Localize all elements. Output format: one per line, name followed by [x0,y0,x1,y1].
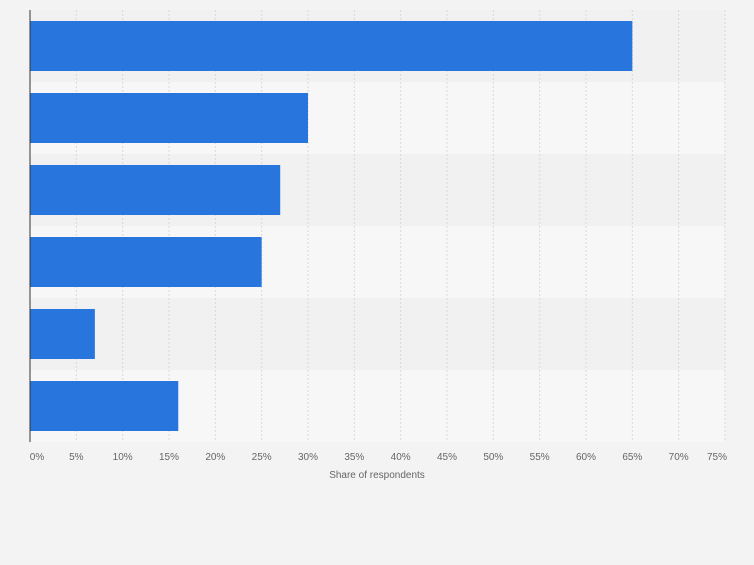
bar[interactable] [30,165,281,215]
x-tick-label: 0% [30,452,45,463]
bar[interactable] [30,237,262,287]
x-tick-label: 20% [205,452,225,463]
x-tick-label: 10% [113,452,133,463]
x-tick-label: 5% [69,452,84,463]
x-tick-label: 70% [669,452,689,463]
x-tick-label: 50% [483,452,503,463]
x-tick-label: 15% [159,452,179,463]
x-tick-label: 30% [298,452,318,463]
x-tick-label: 65% [622,452,642,463]
x-tick-label: 25% [252,452,272,463]
x-tick-label: 75% [707,452,727,463]
x-tick-label: 55% [530,452,550,463]
x-axis-title: Share of respondents [329,470,425,481]
x-tick-label: 35% [344,452,364,463]
bar[interactable] [30,21,633,71]
x-tick-label: 40% [391,452,411,463]
bar[interactable] [30,93,308,143]
bar[interactable] [30,381,179,431]
bar[interactable] [30,309,95,359]
row-band [30,298,725,370]
x-tick-label: 45% [437,452,457,463]
x-tick-label: 60% [576,452,596,463]
